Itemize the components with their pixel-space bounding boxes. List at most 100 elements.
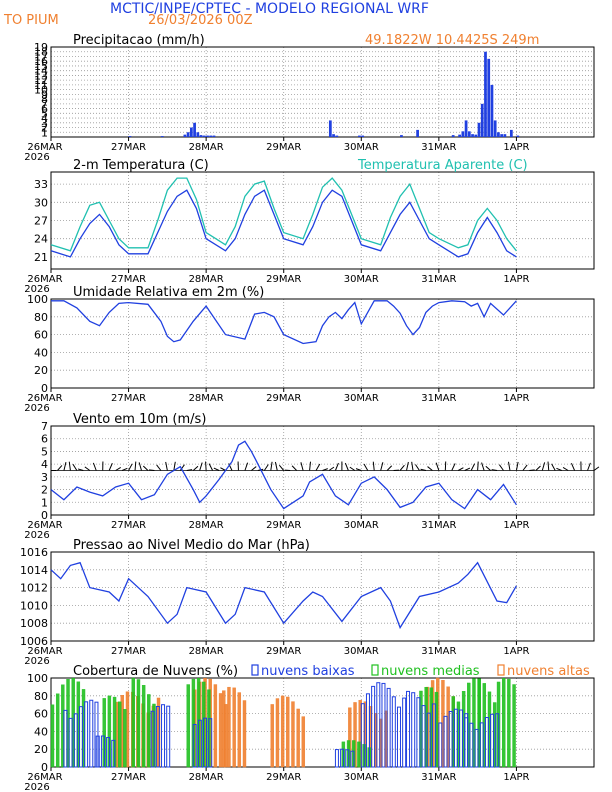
x-tick-label: 29MAR <box>266 772 301 783</box>
wind-barb <box>498 464 504 471</box>
wind-barb <box>213 467 220 471</box>
y-tick-label: 0 <box>41 382 48 395</box>
precip-bar <box>480 103 484 137</box>
y-tick-label: 0 <box>41 509 48 522</box>
series-line-cyan <box>50 177 517 252</box>
precip-bar <box>196 132 200 137</box>
y-tick-label: 60 <box>34 708 48 721</box>
x-tick-label: 30MAR <box>344 393 379 404</box>
cloud-bar-orange <box>232 687 236 768</box>
precip-bar <box>487 58 491 138</box>
y-tick-label: 21 <box>34 251 48 264</box>
y-tick-label: 15 <box>34 60 48 73</box>
precip-bar <box>458 134 461 137</box>
x-tick-label: 30MAR <box>344 772 379 783</box>
y-tick-label: 1 <box>41 126 48 139</box>
cloud-bar-blue <box>340 748 345 768</box>
precip-bar <box>464 120 468 137</box>
y-tick-label: 30 <box>34 196 48 209</box>
x-tick-label: 26MAR <box>27 772 62 783</box>
x-tick-label: 1APR <box>503 274 529 285</box>
y-tick-label: 1006 <box>20 635 48 648</box>
cloud-bar-blue <box>484 717 489 768</box>
x-tick-label: 27MAR <box>111 772 146 783</box>
wind-barb <box>470 463 476 471</box>
x-tick-label: 29MAR <box>266 646 301 657</box>
cloud-bar-blue <box>443 715 448 768</box>
series-line <box>50 561 517 630</box>
y-tick-label: 2 <box>41 484 48 497</box>
precip-bar <box>358 135 361 137</box>
wind-barb <box>156 464 162 471</box>
wind-barb <box>138 462 142 471</box>
wind-barb <box>380 462 384 471</box>
wind-barb <box>142 465 149 471</box>
y-tick-label: 1008 <box>20 617 48 630</box>
precip-bar <box>183 134 187 137</box>
cloud-bar-blue <box>490 713 495 768</box>
series-line <box>51 300 517 345</box>
y-tick-label: 100 <box>27 293 48 306</box>
x-tick-label: 30MAR <box>344 274 379 285</box>
wind-barb <box>108 463 113 471</box>
wind-barb <box>547 461 550 471</box>
wind-barb <box>399 464 405 471</box>
wind-barb <box>507 461 511 471</box>
wind-barb <box>485 465 491 471</box>
cloud-bar-orange <box>301 716 306 768</box>
cloud-bar-blue <box>376 682 381 768</box>
x-tick-label: 26MAR <box>27 646 62 657</box>
cloud-bar-blue <box>100 735 105 768</box>
y-tick-label: 13 <box>34 69 48 82</box>
wind-barb <box>68 461 71 471</box>
legend-swatch <box>251 664 259 676</box>
cloud-bar-blue <box>474 728 479 768</box>
x-tick-label: 28MAR <box>189 142 224 153</box>
cloud-bar-green <box>123 709 127 768</box>
wind-barb <box>562 466 569 471</box>
y-tick-label: 5 <box>41 445 48 458</box>
y-tick-label: 6 <box>41 433 48 446</box>
wind-barb <box>134 461 137 471</box>
y-tick-label: 27 <box>34 215 48 228</box>
y-tick-label: 60 <box>34 329 48 342</box>
wind-barb <box>458 467 464 471</box>
y-tick-label: 2 <box>41 122 48 135</box>
precip-bar <box>400 135 403 137</box>
cloud-bar-blue <box>381 682 386 768</box>
x-tick-label: 27MAR <box>111 274 146 285</box>
wind-barb <box>406 461 409 471</box>
cloud-bar-green <box>131 677 136 768</box>
wind-barb <box>72 463 78 471</box>
precip-bar <box>212 135 216 137</box>
wind-barb <box>372 461 375 471</box>
cloud-bar-green <box>186 684 190 768</box>
wind-barb <box>334 462 339 471</box>
cloud-bar-blue <box>203 717 208 768</box>
y-tick-label: 3 <box>41 471 48 484</box>
y-tick-label: 12 <box>34 74 48 87</box>
panel-title: Pressao ao Nivel Medio do Mar (hPa) <box>73 538 310 553</box>
wind-barb <box>192 465 199 471</box>
cloud-bar-green <box>55 693 60 768</box>
wind-barb <box>186 469 193 471</box>
cloud-bar-blue <box>360 703 365 768</box>
cloud-bar-green <box>118 701 122 768</box>
y-tick-label: 24 <box>34 233 48 246</box>
cloud-bar-green <box>512 684 516 768</box>
y-tick-label: 40 <box>34 725 48 738</box>
cloud-bar-blue <box>95 735 100 768</box>
wind-barb <box>220 467 226 471</box>
cloud-bar-green <box>147 694 151 768</box>
x-tick-label: 28MAR <box>189 772 224 783</box>
wind-barb <box>315 463 321 471</box>
wind-barb <box>587 462 591 471</box>
cloud-bar-orange <box>237 692 242 768</box>
cloud-bar-green <box>141 685 146 768</box>
cloud-bar-blue <box>479 722 484 768</box>
y-tick-label: 7 <box>41 98 48 111</box>
cloud-bar-blue <box>73 713 78 768</box>
